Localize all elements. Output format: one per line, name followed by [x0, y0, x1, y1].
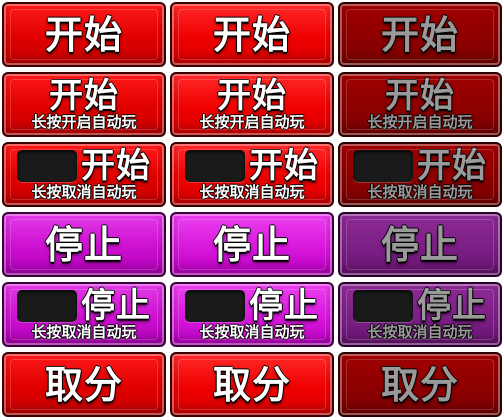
counter-slot [353, 290, 413, 322]
counter-slot [185, 150, 245, 182]
start-autoplay-button-normal[interactable]: 开始 长按取消自动玩 [2, 142, 166, 207]
stop-label: 停止 [44, 222, 123, 267]
stop-autoplay-button-disabled[interactable]: 停止 长按取消自动玩 [338, 282, 502, 347]
stop-label: 停止 [81, 286, 151, 326]
start-auto-button-normal[interactable]: 开始 长按开启自动玩 [2, 72, 166, 137]
stop-label: 停止 [212, 222, 291, 267]
long-press-auto-label: 长按开启自动玩 [31, 113, 137, 131]
start-autoplay-button-disabled[interactable]: 开始 长按取消自动玩 [338, 142, 502, 207]
stop-label: 停止 [417, 286, 487, 326]
counter-slot [17, 290, 77, 322]
stop-button-hover[interactable]: 停止 [170, 212, 334, 277]
long-press-cancel-label: 长按取消自动玩 [31, 323, 137, 341]
cancel-label: 取分 [44, 362, 123, 407]
start-label: 开始 [249, 146, 319, 186]
cancel-label: 取分 [380, 362, 459, 407]
stop-button-disabled[interactable]: 停止 [338, 212, 502, 277]
stop-autoplay-button-hover[interactable]: 停止 长按取消自动玩 [170, 282, 334, 347]
cancel-label: 取分 [212, 362, 291, 407]
start-auto-button-disabled[interactable]: 开始 长按开启自动玩 [338, 72, 502, 137]
start-label: 开始 [380, 12, 459, 57]
long-press-cancel-label: 长按取消自动玩 [199, 183, 305, 201]
long-press-cancel-label: 长按取消自动玩 [367, 323, 473, 341]
stop-label: 停止 [249, 286, 319, 326]
long-press-cancel-label: 长按取消自动玩 [199, 323, 305, 341]
long-press-auto-label: 长按开启自动玩 [199, 113, 305, 131]
start-label: 开始 [81, 146, 151, 186]
start-button-disabled[interactable]: 开始 [338, 2, 502, 67]
start-label: 开始 [385, 76, 455, 116]
start-autoplay-button-hover[interactable]: 开始 长按取消自动玩 [170, 142, 334, 207]
counter-slot [353, 150, 413, 182]
stop-label: 停止 [380, 222, 459, 267]
stop-button-normal[interactable]: 停止 [2, 212, 166, 277]
start-label: 开始 [217, 76, 287, 116]
start-label: 开始 [49, 76, 119, 116]
start-label: 开始 [212, 12, 291, 57]
start-button-normal[interactable]: 开始 [2, 2, 166, 67]
counter-slot [17, 150, 77, 182]
long-press-cancel-label: 长按取消自动玩 [367, 183, 473, 201]
start-auto-button-hover[interactable]: 开始 长按开启自动玩 [170, 72, 334, 137]
long-press-auto-label: 长按开启自动玩 [367, 113, 473, 131]
start-button-hover[interactable]: 开始 [170, 2, 334, 67]
counter-slot [185, 290, 245, 322]
start-label: 开始 [44, 12, 123, 57]
stop-autoplay-button-normal[interactable]: 停止 长按取消自动玩 [2, 282, 166, 347]
start-label: 开始 [417, 146, 487, 186]
cancel-button-normal[interactable]: 取分 [2, 352, 166, 417]
cancel-button-disabled[interactable]: 取分 [338, 352, 502, 417]
cancel-button-hover[interactable]: 取分 [170, 352, 334, 417]
long-press-cancel-label: 长按取消自动玩 [31, 183, 137, 201]
